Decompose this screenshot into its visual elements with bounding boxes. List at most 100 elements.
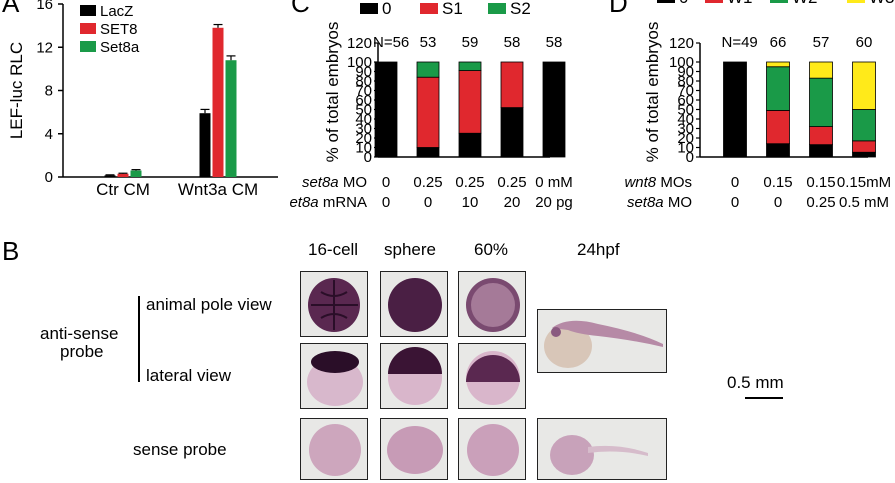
legend-label-0: 0 — [382, 0, 391, 18]
stack-segment-w2-2 — [809, 77, 833, 128]
legend-label-0: 0 — [679, 0, 688, 7]
scale-bar — [745, 397, 783, 399]
image-24hpf-antisense — [537, 309, 667, 373]
stack-segment-0-1 — [416, 147, 440, 158]
stack-segment-0-4 — [542, 61, 566, 158]
row-value: 0.5 mM — [839, 194, 889, 211]
antisense-probe-label-line2: probe — [60, 342, 104, 361]
legend-label-s1: S1 — [442, 0, 463, 18]
stack-segment-0-0 — [374, 61, 398, 158]
stack-segment-s2-1 — [416, 61, 440, 78]
stack-segment-s2-2 — [458, 61, 482, 71]
row-label-1: set8a MO — [627, 194, 692, 211]
image-sphere-animal-pole — [380, 271, 448, 337]
image-sphere-sense — [380, 418, 448, 480]
stack-segment-0-1 — [766, 143, 790, 158]
bar-set8a-1 — [225, 60, 237, 177]
stack-segment-w2-1 — [766, 66, 790, 111]
bar-lacz-0 — [104, 175, 116, 177]
y-tick-label: 50 — [355, 102, 372, 119]
x-category-label: Wnt3a CM — [178, 180, 258, 199]
legend-swatch-0 — [360, 3, 378, 14]
y-tick-label: 16 — [36, 0, 53, 13]
y-tick-label: 20 — [355, 130, 372, 147]
bar-set8-1 — [212, 27, 224, 177]
y-tick-label: 0 — [45, 169, 53, 186]
row-value: 0 — [731, 194, 739, 211]
n-label: N=56 — [373, 34, 409, 51]
image-sphere-lateral — [380, 343, 448, 409]
legend-swatch-w1 — [705, 0, 723, 3]
row-value: 10 — [462, 194, 479, 211]
y-tick-label: 40 — [355, 111, 372, 128]
n-label: 66 — [770, 34, 787, 51]
image-16cell-animal-pole — [300, 271, 368, 337]
antisense-probe-label-line1: anti-sense — [40, 324, 119, 343]
y-tick-label: 4 — [45, 126, 53, 143]
legend-swatch-w3 — [847, 0, 865, 3]
legend-swatch-set8a — [80, 41, 96, 52]
stack-segment-w1-1 — [766, 110, 790, 145]
y-tick-label: 120 — [669, 35, 694, 52]
n-label: N=49 — [722, 34, 758, 51]
row-value: 0.15 — [763, 174, 792, 191]
stage-label-16cell: 16-cell — [308, 240, 359, 259]
n-label: 59 — [462, 34, 479, 51]
bar-set8-0 — [117, 173, 129, 177]
legend-swatch-set8 — [80, 23, 96, 34]
legend-label-set8a: Set8a — [100, 39, 140, 56]
legend-swatch-0 — [657, 0, 675, 3]
row-value: 0.25 — [806, 194, 835, 211]
row-value: 0.25 — [455, 174, 484, 191]
n-label: 53 — [420, 34, 437, 51]
row-value: 0.15 — [806, 174, 835, 191]
stack-segment-w2-3 — [852, 109, 876, 142]
n-label: 58 — [504, 34, 521, 51]
view-bracket — [138, 296, 140, 382]
row-label-0: set8a MO — [302, 174, 367, 191]
row-value: 0 mM — [535, 174, 573, 191]
y-tick-label: 100 — [347, 54, 372, 71]
row-value: 0 — [774, 194, 782, 211]
y-tick-label: 120 — [347, 35, 372, 52]
y-tick-label: 80 — [677, 73, 694, 90]
stack-segment-w3-2 — [809, 61, 833, 79]
stack-segment-s1-3 — [500, 61, 524, 108]
stage-label-24hpf: 24hpf — [577, 240, 620, 259]
stack-segment-0-3 — [852, 151, 876, 158]
stage-label-60pct: 60% — [474, 240, 509, 259]
legend-label-lacz: LacZ — [100, 3, 133, 20]
y-axis-label: % of total embryos — [643, 22, 662, 163]
image-60pct-lateral — [458, 343, 526, 409]
y-tick-label: 60 — [677, 92, 694, 109]
sense-probe-label: sense probe — [133, 440, 227, 459]
y-tick-label: 20 — [677, 130, 694, 147]
y-tick-label: 0 — [364, 149, 372, 166]
y-tick-label: 70 — [677, 83, 694, 100]
animal-pole-view-label: animal pole view — [146, 295, 272, 314]
row-value: 0.15mM — [837, 174, 891, 191]
y-axis-label: % of total embryos — [323, 22, 342, 163]
image-24hpf-sense — [537, 418, 667, 480]
row-label-1: set8a mRNA — [290, 194, 367, 211]
bar-set8a-0 — [130, 170, 142, 177]
y-tick-label: 0 — [686, 149, 694, 166]
legend-label-w2: W2 — [792, 0, 818, 7]
stack-segment-s1-1 — [416, 76, 440, 148]
y-tick-label: 70 — [355, 83, 372, 100]
panel-letter-c: C — [291, 0, 310, 18]
stack-segment-s1-2 — [458, 70, 482, 134]
y-tick-label: 80 — [355, 73, 372, 90]
stack-segment-0-0 — [723, 61, 747, 158]
image-16cell-lateral — [300, 343, 368, 409]
n-label: 60 — [856, 34, 873, 51]
y-tick-label: 8 — [45, 83, 53, 100]
x-category-label: Ctr CM — [96, 180, 150, 199]
y-tick-label: 90 — [677, 64, 694, 81]
stack-segment-w1-2 — [809, 126, 833, 146]
image-60pct-sense — [458, 418, 526, 480]
image-16cell-sense — [300, 418, 368, 480]
stage-label-sphere: sphere — [384, 240, 436, 259]
